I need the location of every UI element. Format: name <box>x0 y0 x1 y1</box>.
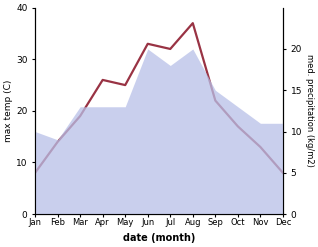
Y-axis label: med. precipitation (kg/m2): med. precipitation (kg/m2) <box>305 54 314 167</box>
Y-axis label: max temp (C): max temp (C) <box>4 80 13 142</box>
X-axis label: date (month): date (month) <box>123 233 195 243</box>
